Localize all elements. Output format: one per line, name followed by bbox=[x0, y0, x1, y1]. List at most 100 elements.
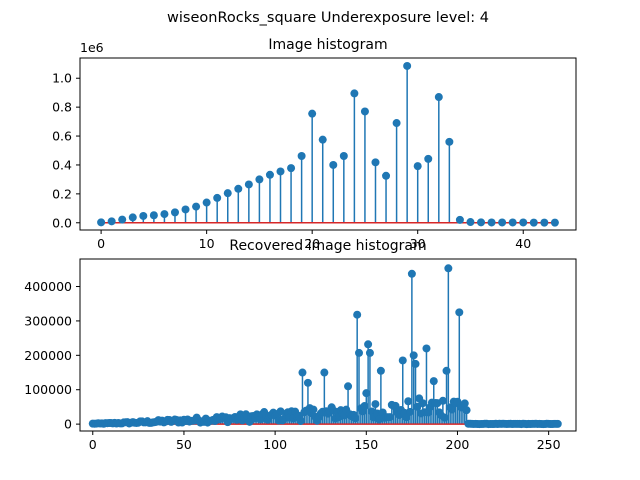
image-histogram-point bbox=[160, 210, 169, 219]
image-histogram-point bbox=[529, 218, 538, 227]
recovered-histogram-point bbox=[298, 368, 307, 377]
recovered-histogram-point bbox=[320, 368, 329, 377]
recovered-histogram-point bbox=[407, 269, 416, 278]
image-histogram-ytick-label: 0.6 bbox=[52, 129, 72, 144]
figure-suptitle: wiseonRocks_square Underexposure level: … bbox=[167, 10, 489, 26]
image-histogram-point bbox=[519, 218, 528, 227]
image-histogram-point bbox=[244, 180, 253, 189]
image-histogram-xtick-label: 10 bbox=[199, 236, 215, 251]
recovered-histogram-point bbox=[360, 402, 369, 411]
recovered-histogram-point bbox=[422, 344, 431, 353]
recovered-histogram-xtick-label: 0 bbox=[89, 437, 97, 452]
image-histogram-ticks: 0 10 20 30 40 0.0 0.2 0.4 0.6 0.8 1.0 bbox=[52, 71, 531, 251]
image-histogram-ytick-label: 0.2 bbox=[52, 186, 72, 201]
recovered-histogram-title: Recovered image histogram bbox=[229, 238, 426, 254]
image-histogram-point bbox=[118, 215, 127, 224]
recovered-histogram-point bbox=[453, 397, 462, 406]
recovered-histogram-ticks: 0 50 100 150 200 250 0 100000 200000 300000 400000 bbox=[24, 279, 560, 452]
recovered-histogram-ytick-label: 100000 bbox=[24, 382, 72, 397]
image-histogram-ytick-label: 1.0 bbox=[52, 71, 72, 86]
recovered-histogram-ytick-label: 300000 bbox=[24, 313, 72, 328]
recovered-histogram-xtick-label: 250 bbox=[537, 437, 561, 452]
image-histogram-point bbox=[455, 215, 464, 224]
recovered-histogram-point bbox=[444, 264, 453, 273]
image-histogram-point bbox=[477, 218, 486, 227]
image-histogram-point bbox=[392, 119, 401, 128]
image-histogram-point bbox=[128, 213, 137, 222]
recovered-histogram-point bbox=[391, 401, 400, 410]
image-histogram-point bbox=[297, 151, 306, 160]
recovered-histogram-point bbox=[386, 413, 394, 422]
image-histogram-point bbox=[329, 160, 338, 169]
recovered-histogram-point bbox=[553, 419, 562, 428]
recovered-histogram-point bbox=[442, 366, 451, 375]
recovered-histogram-point bbox=[455, 308, 464, 317]
recovered-histogram-xtick-label: 50 bbox=[176, 437, 192, 452]
recovered-histogram-frame bbox=[79, 258, 577, 432]
recovered-histogram-point bbox=[365, 348, 374, 357]
image-histogram-point bbox=[487, 218, 496, 227]
recovered-histogram-point bbox=[398, 356, 407, 365]
image-histogram-point bbox=[139, 211, 148, 220]
recovered-histogram-xtick-label: 150 bbox=[354, 437, 378, 452]
recovered-histogram-point bbox=[418, 399, 427, 408]
image-histogram-point bbox=[403, 61, 412, 70]
recovered-histogram-point bbox=[460, 399, 469, 408]
image-histogram-point bbox=[540, 218, 549, 227]
image-histogram-xtick-label: 20 bbox=[304, 236, 320, 251]
image-histogram-title: Image histogram bbox=[268, 37, 387, 53]
recovered-histogram-point bbox=[355, 348, 363, 357]
image-histogram-point bbox=[424, 154, 433, 163]
recovered-histogram-point bbox=[429, 377, 438, 386]
recovered-histogram-point bbox=[411, 359, 420, 368]
recovered-histogram-point bbox=[364, 340, 373, 349]
image-histogram-point bbox=[318, 135, 327, 144]
image-histogram-ytick-label: 0.4 bbox=[52, 157, 72, 172]
recovered-histogram-point bbox=[362, 389, 371, 398]
recovered-histogram-axes: 0 50 100 150 200 2500100000200000300000400000… bbox=[24, 238, 577, 452]
image-histogram-marks bbox=[97, 61, 559, 227]
image-histogram-point bbox=[550, 218, 559, 227]
image-histogram-point bbox=[107, 217, 116, 226]
recovered-histogram-xtick-label: 100 bbox=[263, 437, 287, 452]
image-histogram-xtick-label: 40 bbox=[515, 236, 531, 251]
image-histogram-ytick-label: 0.8 bbox=[52, 100, 72, 115]
image-histogram-point bbox=[434, 93, 443, 102]
image-histogram-point bbox=[255, 175, 264, 184]
image-histogram-point bbox=[213, 193, 222, 202]
image-histogram-axes: Image histogram 1e6 0 10 20 30 40 0.0 0.2 0.4 0.… bbox=[52, 37, 577, 251]
image-histogram-point bbox=[202, 198, 211, 207]
image-histogram-point bbox=[265, 170, 274, 179]
recovered-histogram-point bbox=[406, 407, 415, 416]
image-histogram-point bbox=[350, 89, 359, 98]
image-histogram-xtick-label: 0 bbox=[97, 236, 105, 251]
image-histogram-point bbox=[97, 218, 106, 227]
recovered-histogram-xtick-label: 200 bbox=[446, 437, 470, 452]
image-histogram-point bbox=[339, 151, 348, 160]
recovered-histogram-ytick-label: 200000 bbox=[24, 348, 72, 363]
image-histogram-point bbox=[181, 205, 190, 214]
image-histogram-point bbox=[371, 158, 380, 167]
recovered-histogram-point bbox=[353, 310, 362, 319]
image-histogram-point bbox=[382, 171, 391, 180]
recovered-histogram-point bbox=[404, 397, 413, 406]
image-histogram-point bbox=[508, 218, 517, 227]
recovered-histogram-marks bbox=[88, 264, 562, 429]
recovered-histogram-ytick-label: 0 bbox=[64, 417, 72, 432]
image-histogram-point bbox=[192, 202, 201, 211]
image-histogram-point bbox=[466, 218, 475, 227]
image-histogram-point bbox=[360, 107, 369, 116]
image-histogram-point bbox=[308, 109, 317, 118]
image-histogram-offset-text: 1e6 bbox=[80, 40, 104, 55]
image-histogram-point bbox=[413, 162, 422, 171]
image-histogram-ytick-label: 0.0 bbox=[52, 215, 72, 230]
image-histogram-point bbox=[149, 211, 158, 220]
recovered-histogram-point bbox=[371, 400, 380, 409]
image-histogram-point bbox=[498, 218, 507, 227]
recovered-histogram-point bbox=[448, 405, 456, 414]
recovered-histogram-point bbox=[438, 396, 447, 405]
image-histogram-point bbox=[223, 189, 232, 198]
image-histogram-point bbox=[170, 208, 179, 217]
image-histogram-frame bbox=[79, 57, 577, 231]
